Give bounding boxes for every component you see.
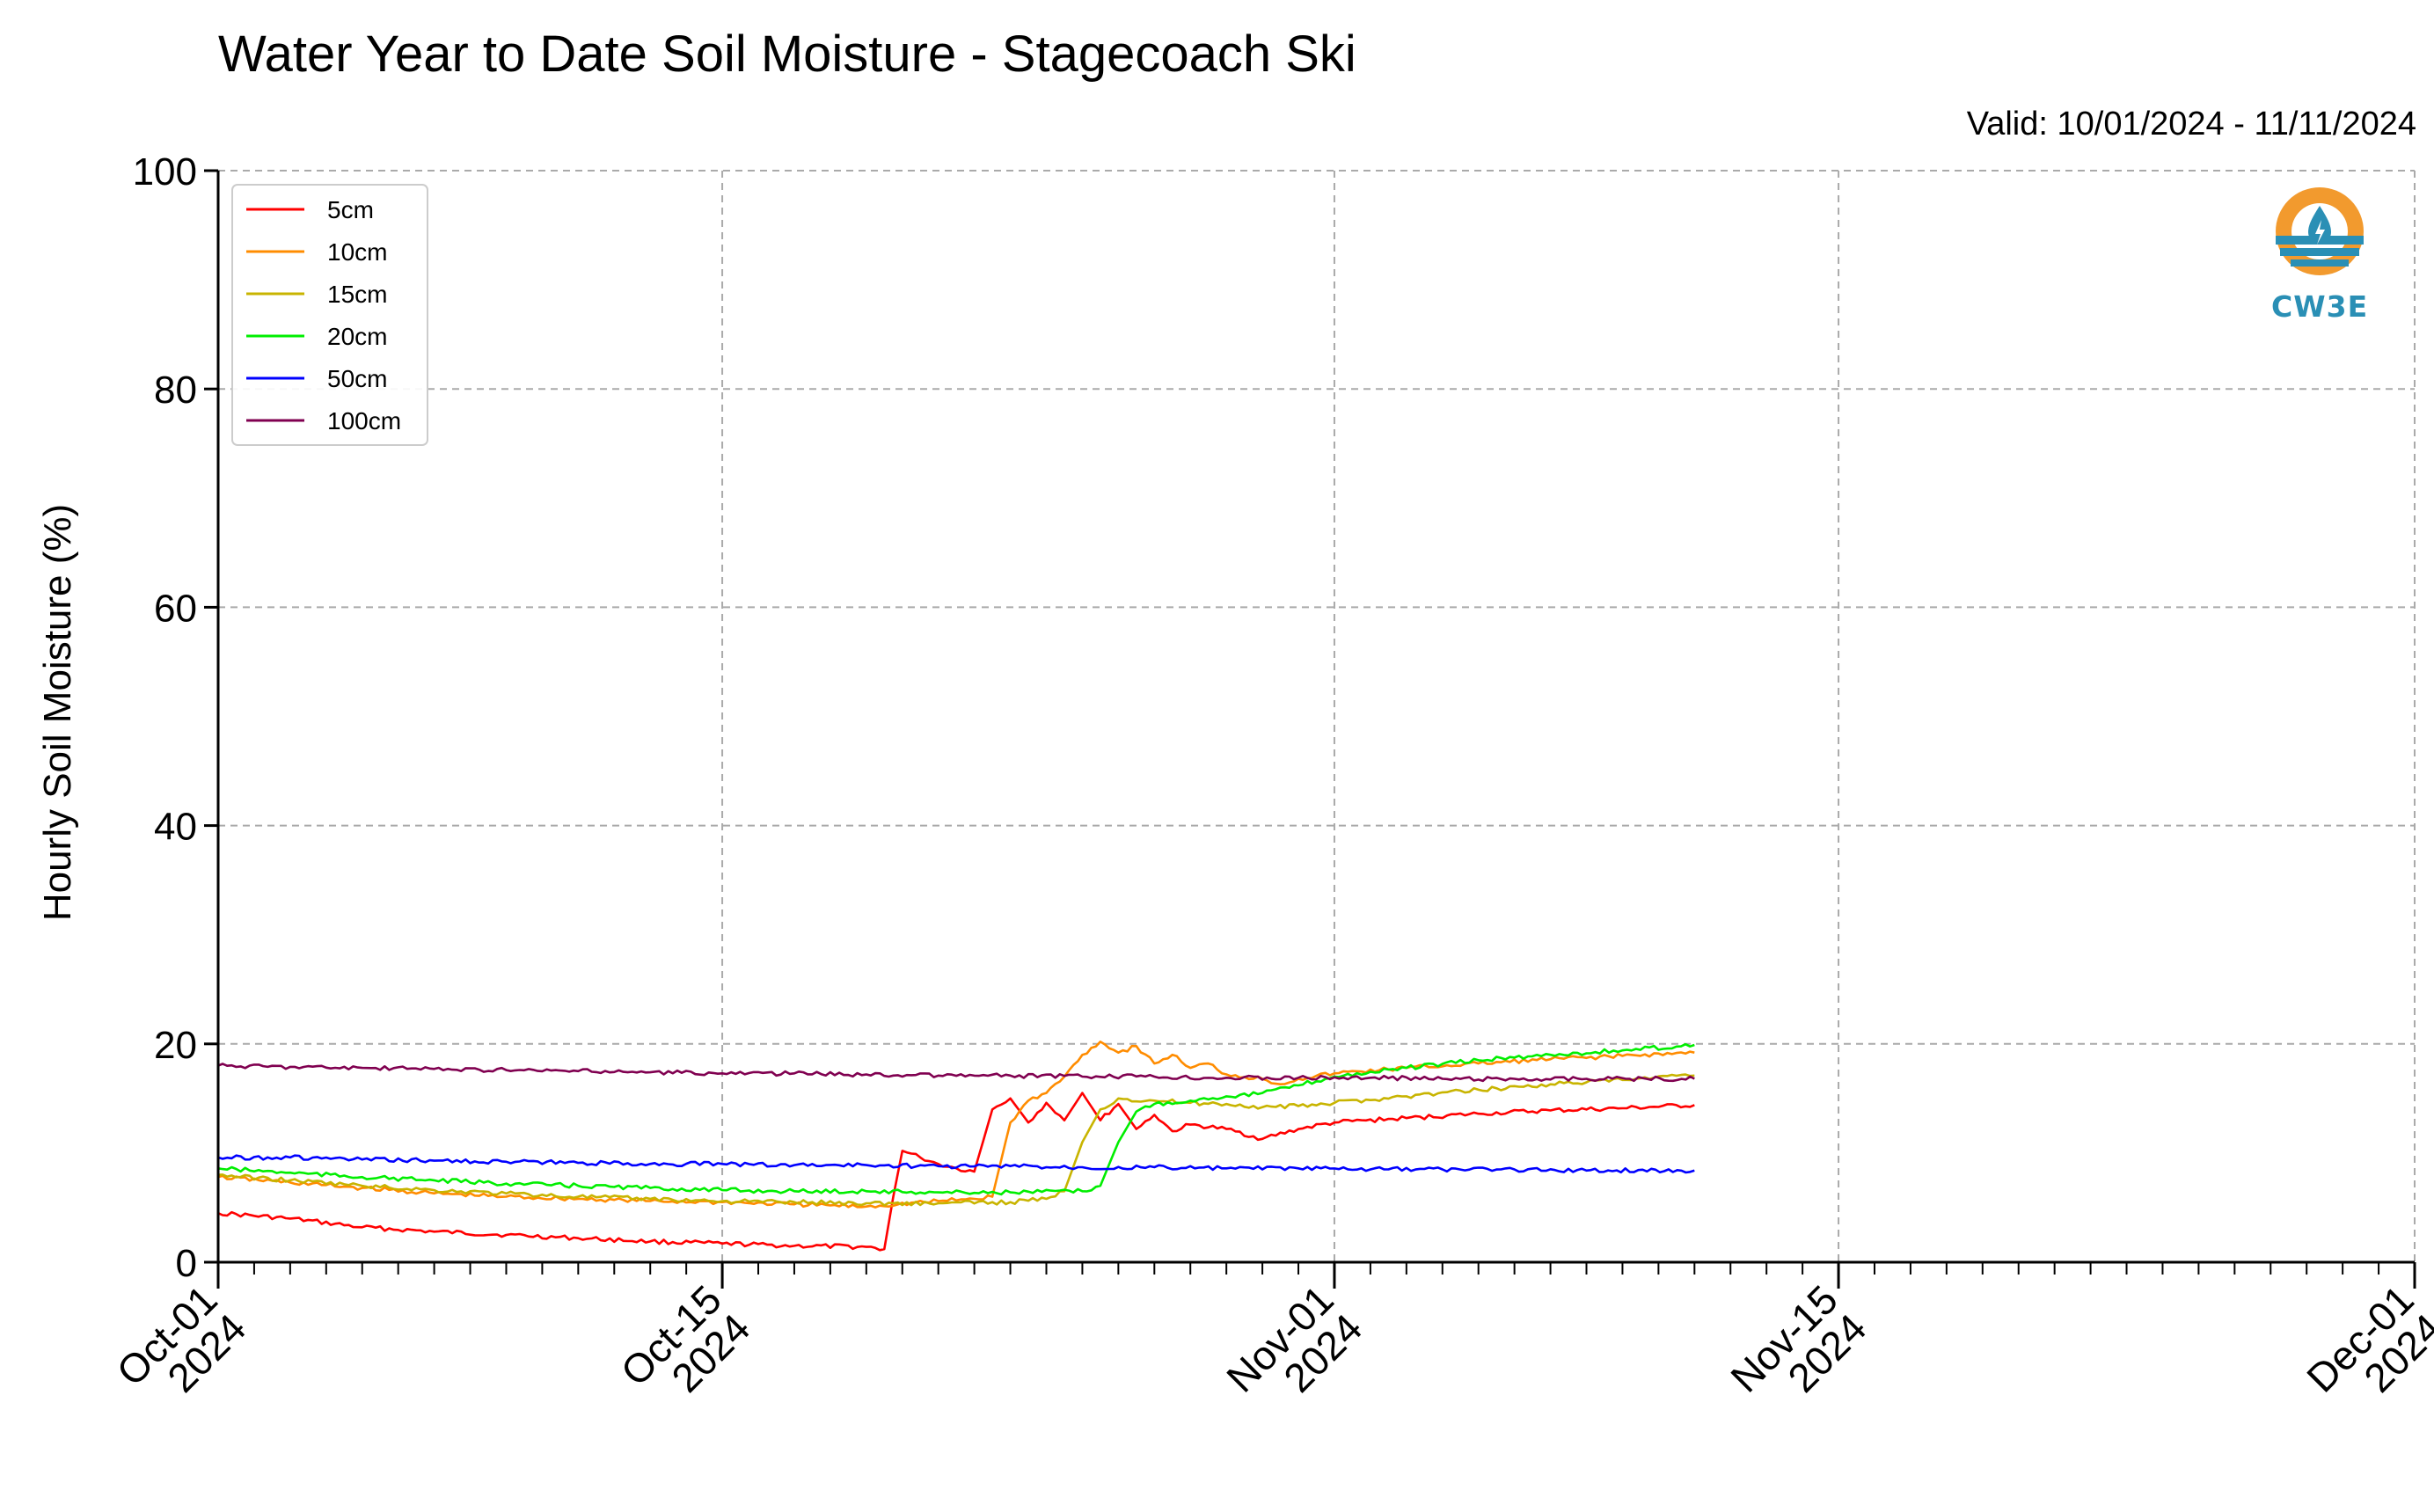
logo-text: CW3E: [2271, 289, 2369, 324]
legend-label: 20cm: [327, 323, 387, 350]
legend-label: 100cm: [327, 407, 401, 435]
y-tick-label: 100: [133, 150, 197, 194]
y-tick-label: 20: [154, 1024, 197, 1067]
series-line-50cm: [217, 1154, 1695, 1174]
series-lines: [217, 1041, 1695, 1252]
grid-lines: [218, 170, 2416, 1262]
series-line-10cm: [217, 1041, 1695, 1209]
legend-label: 5cm: [327, 196, 374, 223]
y-tick-label: 0: [176, 1242, 197, 1285]
series-line-5cm: [217, 1092, 1695, 1252]
y-tick-label: 40: [154, 806, 197, 849]
cw3e-logo: CW3E: [2271, 183, 2368, 324]
series-line-20cm: [217, 1042, 1695, 1196]
legend-label: 50cm: [327, 365, 387, 392]
legend-box: [231, 184, 428, 446]
series-line-100cm: [217, 1063, 1695, 1083]
legend: 5cm 10cm 15cm 20cm 50cm 100cm: [231, 184, 428, 446]
y-tick-label: 80: [154, 369, 197, 412]
y-tick-label: 60: [154, 587, 197, 630]
chart-title: Water Year to Date Soil Moisture - Stage…: [218, 26, 1356, 83]
series-line-15cm: [217, 1073, 1695, 1207]
valid-date-range: Valid: 10/01/2024 - 11/11/2024: [1966, 106, 2416, 142]
water-drop-sun-logo-icon: [2276, 187, 2364, 275]
legend-label: 10cm: [327, 238, 387, 266]
legend-label: 15cm: [327, 281, 387, 308]
